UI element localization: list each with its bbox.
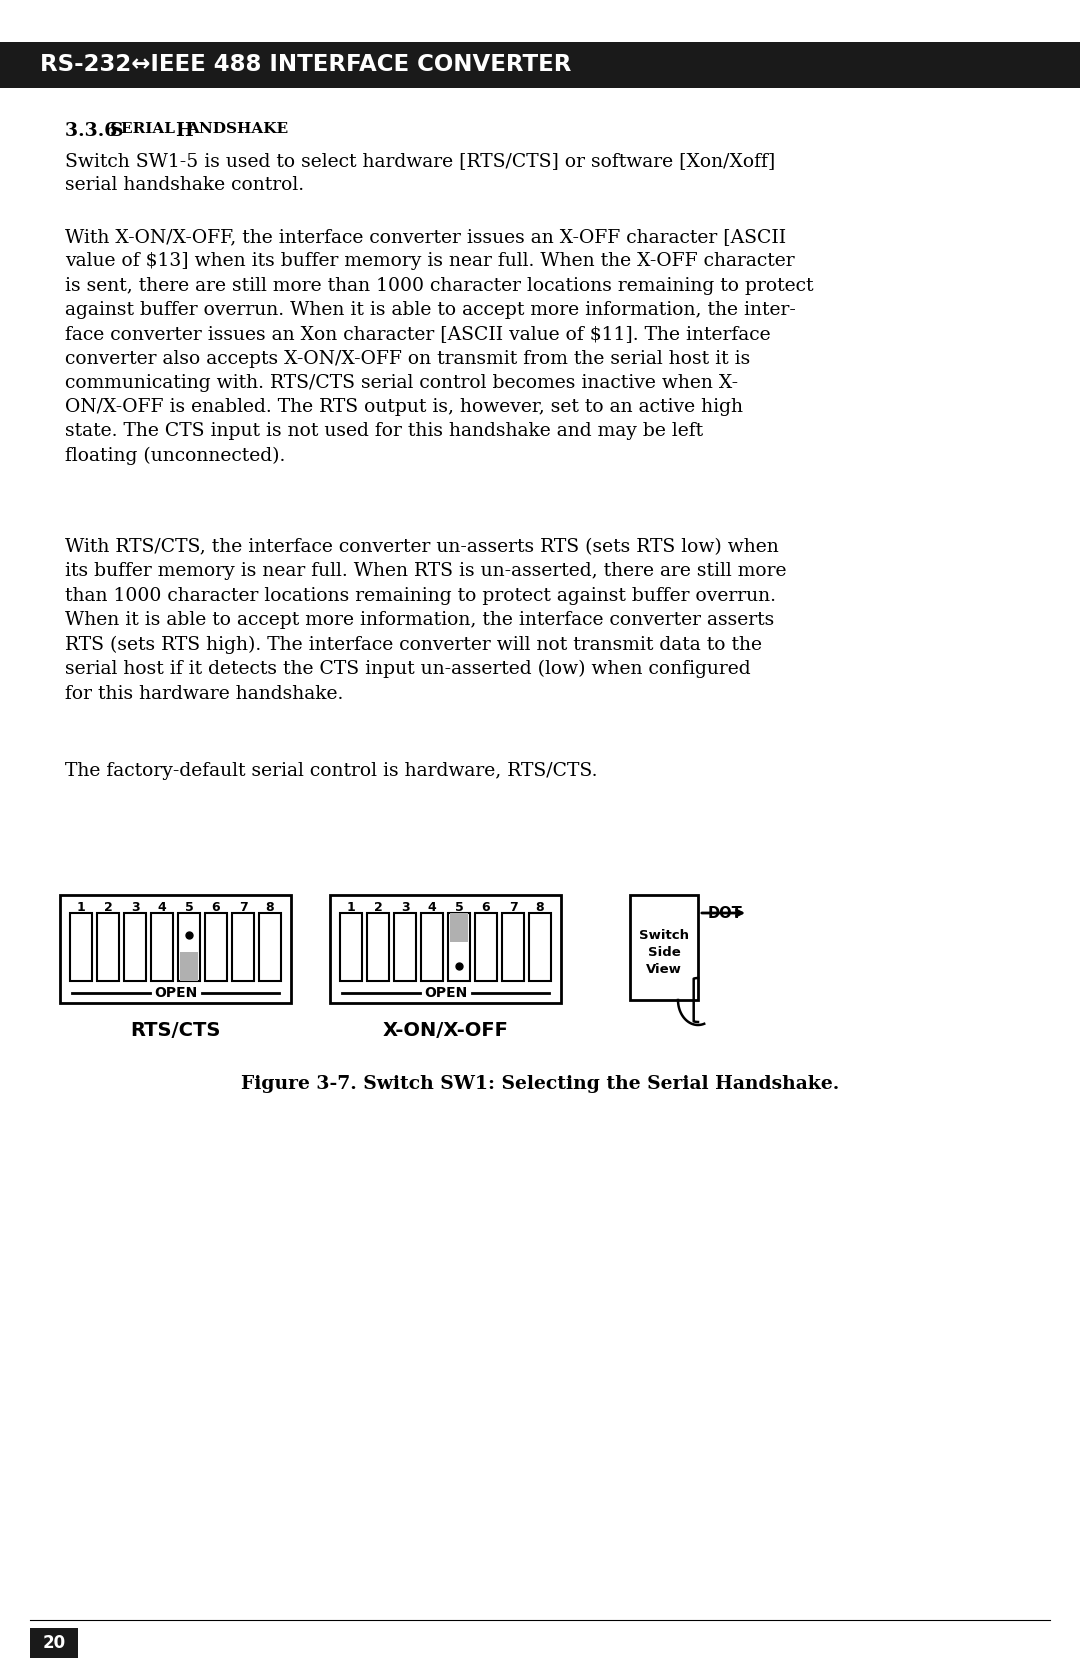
Text: 20: 20 <box>42 1634 66 1652</box>
Bar <box>330 895 561 1003</box>
Bar <box>394 913 416 981</box>
Text: Figure 3-7. Switch SW1: Selecting the Serial Handshake.: Figure 3-7. Switch SW1: Selecting the Se… <box>241 1075 839 1093</box>
Text: X-ON/X-OFF: X-ON/X-OFF <box>382 1021 509 1040</box>
Text: 2: 2 <box>374 901 382 915</box>
Text: With X-ON/X-OFF, the interface converter issues an X-OFF character [ASCII
value : With X-ON/X-OFF, the interface converter… <box>65 229 813 466</box>
Text: With RTS/CTS, the interface converter un-asserts RTS (sets RTS low) when
its buf: With RTS/CTS, the interface converter un… <box>65 537 786 703</box>
Text: 6: 6 <box>482 901 490 915</box>
Text: 5: 5 <box>455 901 463 915</box>
Text: 4: 4 <box>158 901 166 915</box>
Bar <box>0 42 1080 88</box>
Text: The factory-default serial control is hardware, RTS/CTS.: The factory-default serial control is ha… <box>65 763 597 779</box>
Bar <box>448 913 470 981</box>
Bar <box>178 913 200 981</box>
Bar <box>502 913 524 981</box>
Text: ANDSHAKE: ANDSHAKE <box>187 122 288 135</box>
Text: 6: 6 <box>212 901 220 915</box>
Text: 1: 1 <box>347 901 355 915</box>
Text: H: H <box>175 122 192 140</box>
Text: 4: 4 <box>428 901 436 915</box>
Text: 3.3.6: 3.3.6 <box>65 122 124 140</box>
Text: OPEN: OPEN <box>153 986 198 1000</box>
Text: 1: 1 <box>77 901 85 915</box>
Bar <box>151 913 173 981</box>
Bar <box>232 913 254 981</box>
Text: 5: 5 <box>185 901 193 915</box>
Text: 8: 8 <box>266 901 274 915</box>
Text: 8: 8 <box>536 901 544 915</box>
Bar <box>60 895 291 1003</box>
Text: 3: 3 <box>401 901 409 915</box>
Bar <box>630 895 698 1000</box>
Text: Switch
Side
View: Switch Side View <box>639 930 689 976</box>
Bar <box>421 913 443 981</box>
Bar <box>450 913 468 941</box>
Text: OPEN: OPEN <box>423 986 468 1000</box>
Bar <box>529 913 551 981</box>
Bar <box>97 913 119 981</box>
Text: S: S <box>110 122 123 140</box>
Text: RTS/CTS: RTS/CTS <box>131 1021 220 1040</box>
Bar <box>124 913 146 981</box>
Bar <box>180 953 198 981</box>
Bar <box>475 913 497 981</box>
Text: 2: 2 <box>104 901 112 915</box>
Bar <box>30 1627 78 1657</box>
Bar <box>70 913 92 981</box>
Text: Switch SW1-5 is used to select hardware [RTS/CTS] or software [Xon/Xoff]
serial : Switch SW1-5 is used to select hardware … <box>65 152 775 194</box>
Text: RS-232↔IEEE 488 INTERFACE CONVERTER: RS-232↔IEEE 488 INTERFACE CONVERTER <box>40 53 571 77</box>
Bar <box>205 913 227 981</box>
Bar <box>367 913 389 981</box>
Text: DOT: DOT <box>708 906 743 921</box>
Text: 7: 7 <box>509 901 517 915</box>
Bar <box>340 913 362 981</box>
Bar <box>259 913 281 981</box>
Text: 3: 3 <box>131 901 139 915</box>
Text: 7: 7 <box>239 901 247 915</box>
Text: ERIAL: ERIAL <box>121 122 180 135</box>
